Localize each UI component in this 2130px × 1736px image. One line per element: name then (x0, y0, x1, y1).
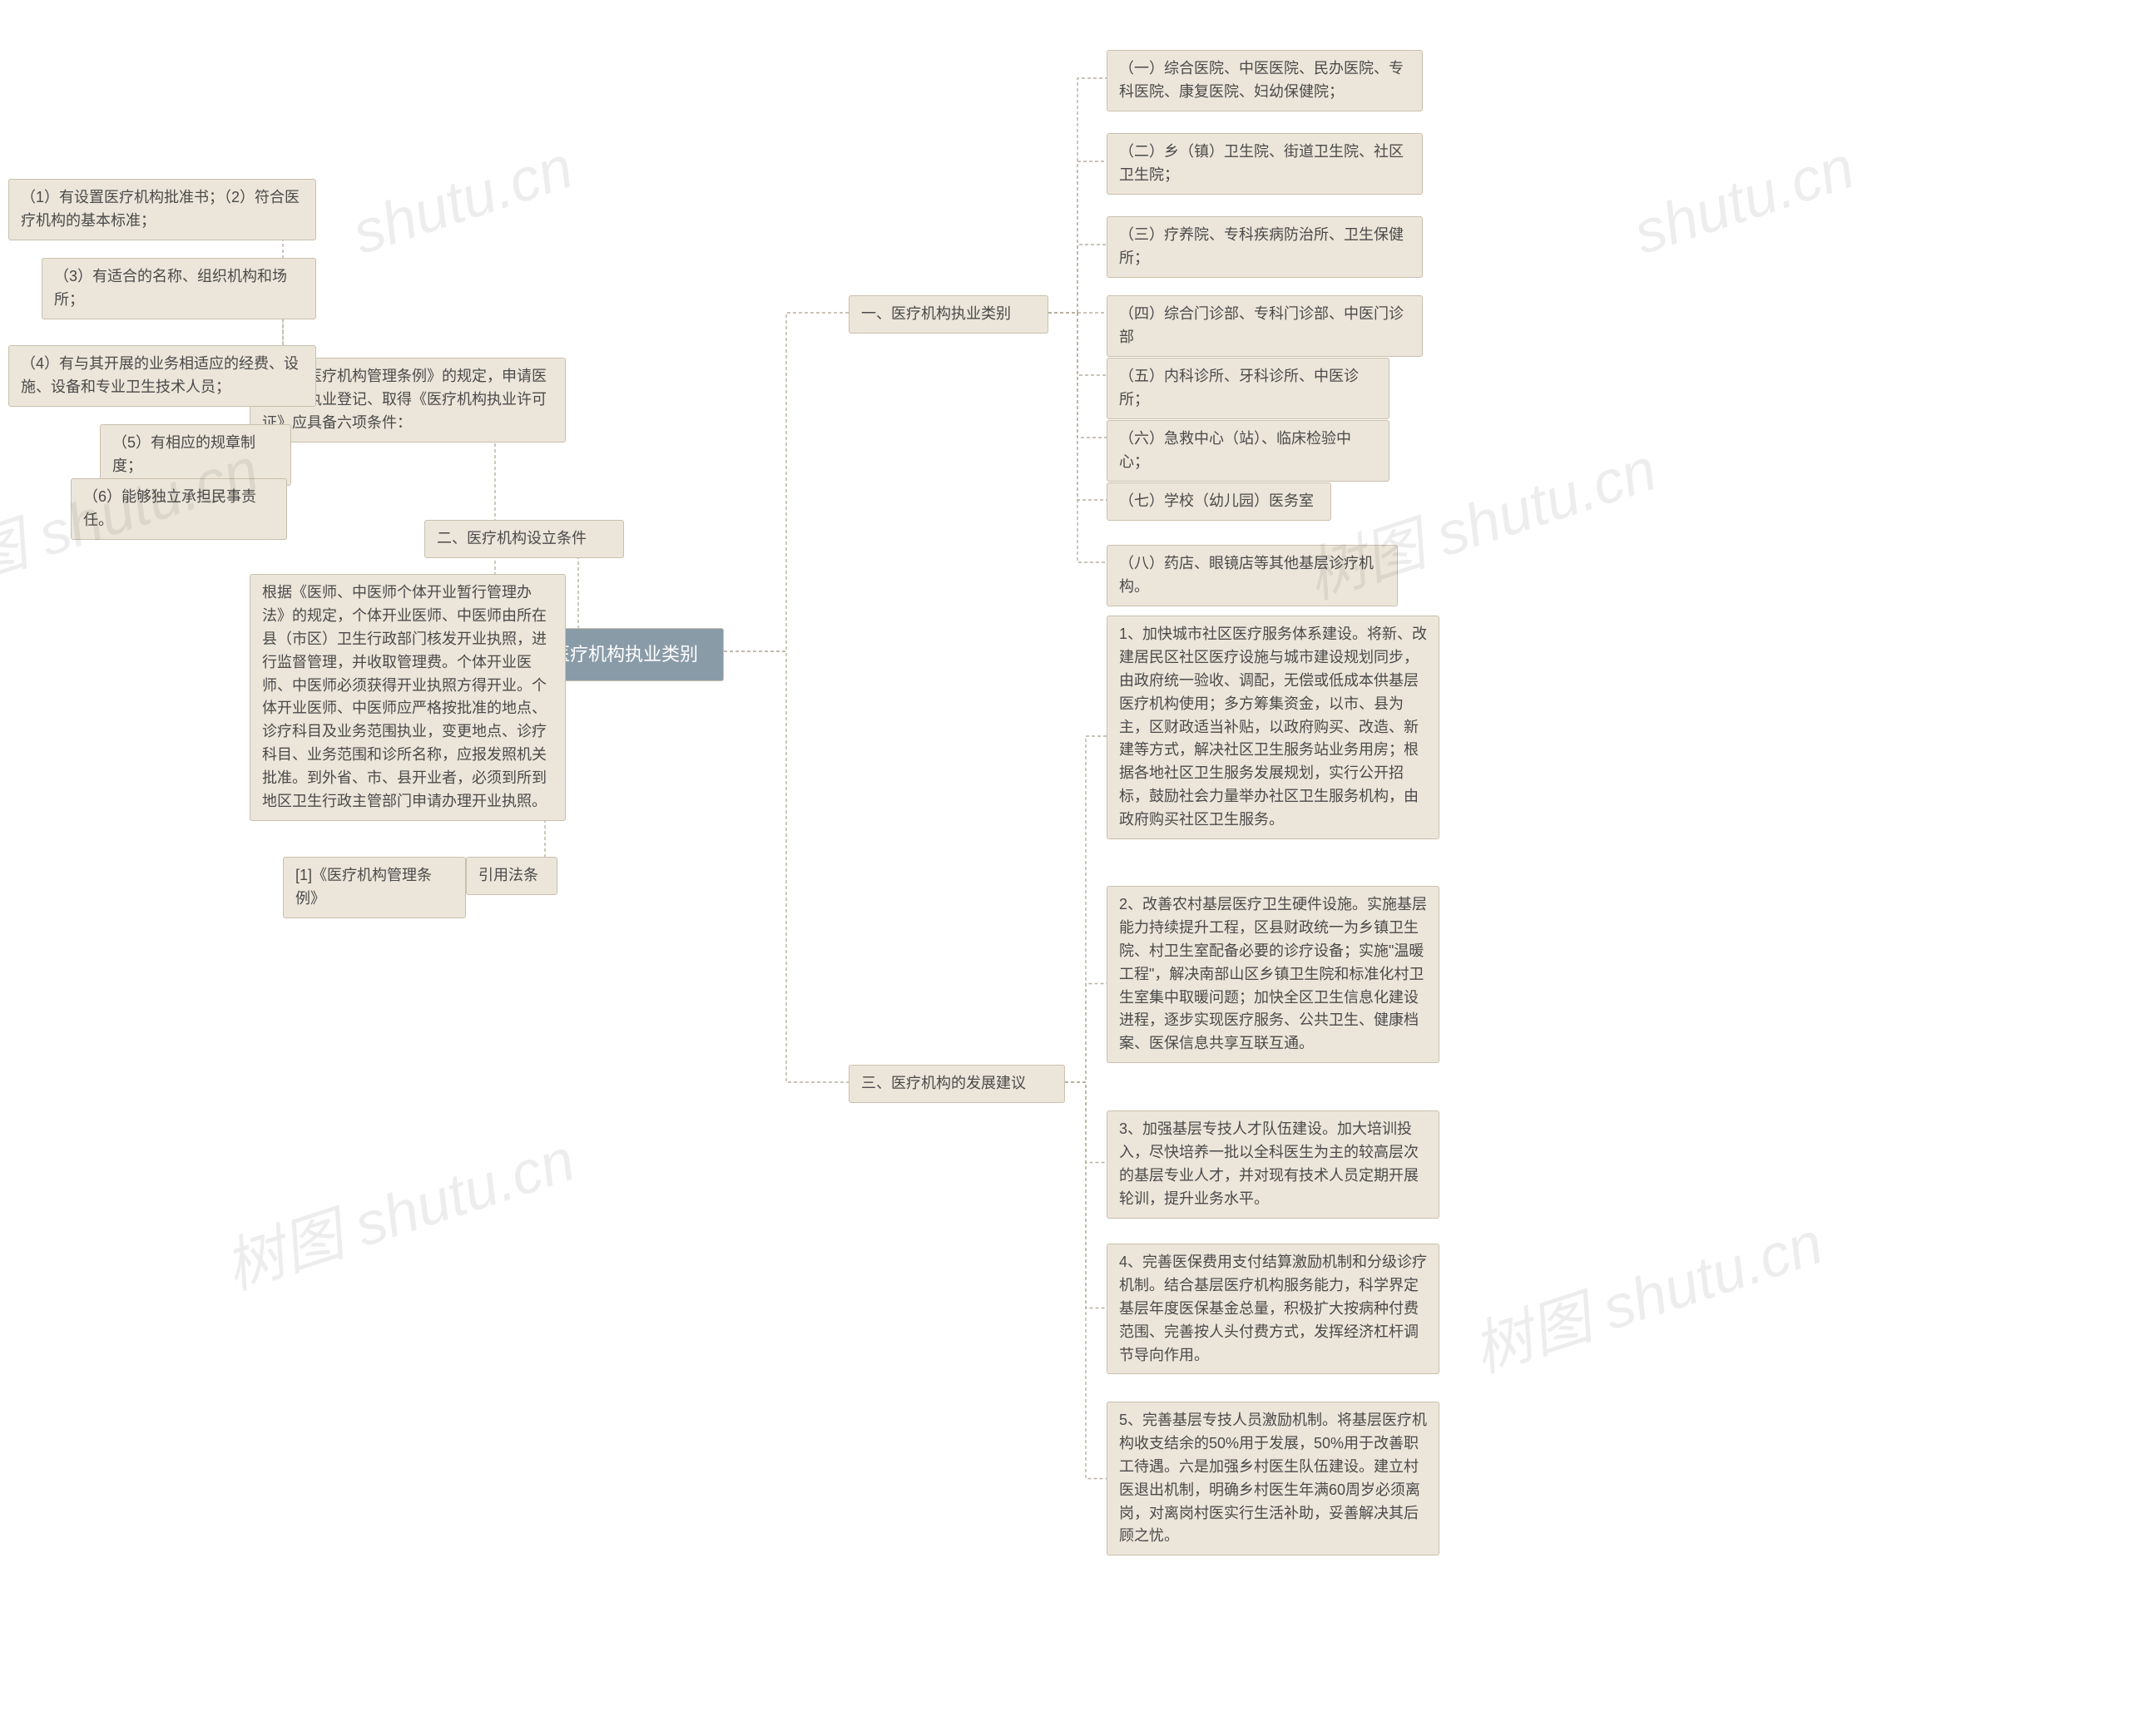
mindmap-node: （一）综合医院、中医医院、民办医院、专科医院、康复医院、妇幼保健院； (1107, 50, 1423, 111)
mindmap-node: （七）学校（幼儿园）医务室 (1107, 482, 1331, 521)
mindmap-node: 三、医疗机构的发展建议 (849, 1065, 1065, 1103)
mindmap-node: （3）有适合的名称、组织机构和场所； (42, 258, 316, 319)
watermark: 树图 shutu.cn (1459, 1194, 1831, 1389)
mindmap-node: 引用法条 (466, 857, 557, 895)
watermark: 树图 shutu.cn (211, 1110, 583, 1306)
mindmap-node: （二）乡（镇）卫生院、街道卫生院、社区卫生院； (1107, 133, 1423, 195)
mindmap-node: （6）能够独立承担民事责任。 (71, 478, 287, 540)
mindmap-node: 2、改善农村基层医疗卫生硬件设施。实施基层能力持续提升工程，区县财政统一为乡镇卫… (1107, 886, 1439, 1063)
watermark: shutu.cn (1626, 133, 1862, 268)
mindmap-node: （八）药店、眼镜店等其他基层诊疗机构。 (1107, 545, 1398, 606)
mindmap-node: （四）综合门诊部、专科门诊部、中医门诊部 (1107, 295, 1423, 357)
mindmap-node: 一、医疗机构执业类别 (849, 295, 1048, 334)
mindmap-node: （1）有设置医疗机构批准书；（2）符合医疗机构的基本标准； (8, 179, 316, 240)
mindmap-node: 4、完善医保费用支付结算激励机制和分级诊疗机制。结合基层医疗机构服务能力，科学界… (1107, 1244, 1439, 1374)
mindmap-node: （5）有相应的规章制度； (100, 424, 291, 486)
mindmap-node: 5、完善基层专技人员激励机制。将基层医疗机构收支结余的50%用于发展，50%用于… (1107, 1402, 1439, 1555)
mindmap-node: 根据《医师、中医师个体开业暂行管理办法》的规定，个体开业医师、中医师由所在县（市… (250, 574, 566, 821)
mindmap-node: （三）疗养院、专科疾病防治所、卫生保健所； (1107, 216, 1423, 278)
watermark: shutu.cn (344, 133, 581, 268)
mindmap-node: 3、加强基层专技人才队伍建设。加大培训投入，尽快培养一批以全科医生为主的较高层次… (1107, 1110, 1439, 1219)
mindmap-node: 1、加快城市社区医疗服务体系建设。将新、改建居民区社区医疗设施与城市建设规划同步… (1107, 616, 1439, 839)
mindmap-node: （五）内科诊所、牙科诊所、中医诊所； (1107, 358, 1389, 419)
mindmap-node: （六）急救中心（站）、临床检验中心； (1107, 420, 1389, 482)
mindmap-node: 二、医疗机构设立条件 (424, 520, 624, 558)
mindmap-node: [1]《医疗机构管理条例》 (283, 857, 466, 918)
mindmap-node: （4）有与其开展的业务相适应的经费、设施、设备和专业卫生技术人员； (8, 345, 316, 407)
